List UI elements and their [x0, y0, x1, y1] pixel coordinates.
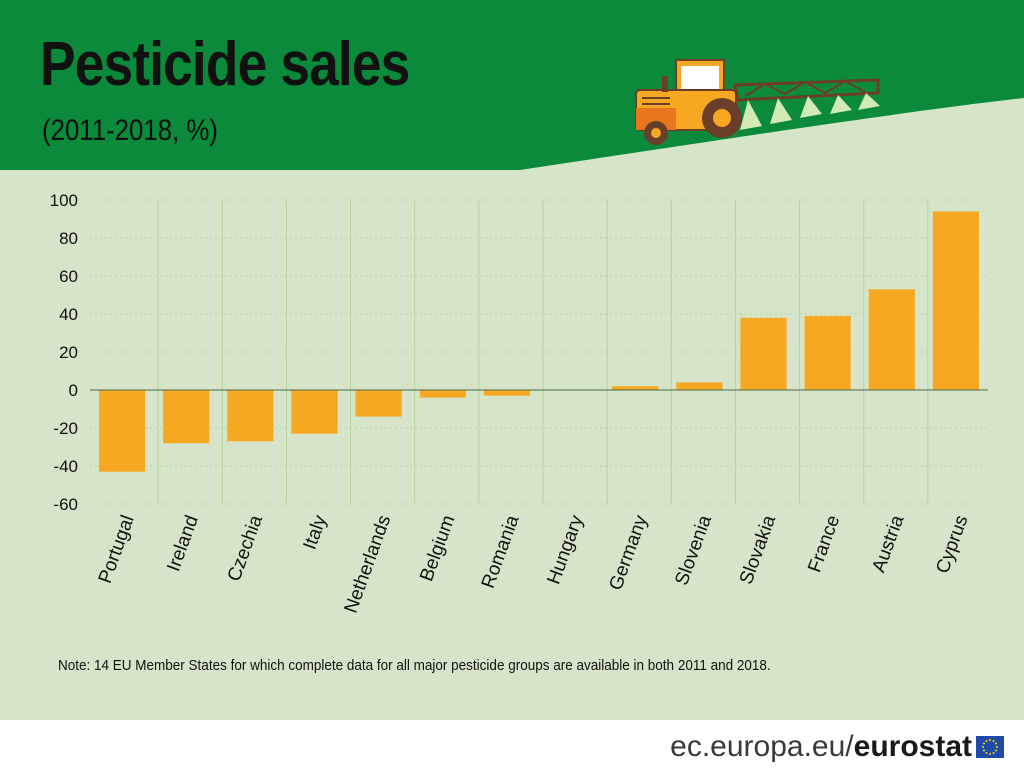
footer-brand: eurostat — [853, 730, 972, 763]
tractor-sprayer-icon — [635, 59, 880, 145]
footer-band — [0, 720, 1024, 773]
grid-layer — [90, 199, 988, 505]
y-tick-label: 80 — [59, 229, 78, 248]
x-tick-label: Portugal — [95, 513, 139, 587]
x-axis-labels: Portugal Ireland Czechia Italy Netherlands Be… — [95, 512, 973, 616]
x-tick-label: Czechia — [224, 512, 267, 584]
bars-layer — [90, 211, 988, 472]
footer-link[interactable]: ec.europa.eu/eurostat — [670, 730, 972, 764]
y-tick-label: 0 — [69, 381, 78, 400]
x-tick-label: France — [804, 513, 844, 576]
bar-slovakia — [740, 317, 787, 390]
x-tick-label: Slovenia — [671, 512, 716, 588]
bar-france — [804, 315, 851, 390]
x-tick-label: Hungary — [543, 512, 587, 587]
bar-ireland — [163, 390, 210, 444]
header-background — [0, 0, 1024, 170]
y-tick-label: 100 — [50, 191, 78, 210]
y-tick-label: -40 — [53, 457, 78, 476]
header-band — [0, 0, 1024, 170]
eu-flag-icon — [976, 736, 1004, 758]
bar-austria — [868, 289, 915, 390]
bar-germany — [612, 386, 659, 390]
bar-chart: 100 80 60 40 20 0 -20 -40 -60 Portugal Ireland Cze… — [50, 191, 988, 616]
x-tick-label: Germany — [605, 512, 652, 593]
bar-slovenia — [676, 382, 723, 390]
bar-czechia — [227, 390, 274, 442]
x-tick-label: Slovakia — [736, 512, 780, 587]
x-tick-label: Belgium — [416, 513, 459, 585]
chart-note: Note: 14 EU Member States for which comp… — [58, 657, 771, 674]
bar-belgium — [419, 390, 466, 398]
y-tick-label: -60 — [53, 495, 78, 514]
y-tick-label: 40 — [59, 305, 78, 324]
bar-italy — [291, 390, 338, 434]
x-tick-label: Austria — [869, 512, 909, 575]
bar-netherlands — [355, 390, 402, 417]
x-tick-label: Italy — [300, 512, 332, 552]
y-axis-ticks: 100 80 60 40 20 0 -20 -40 -60 — [50, 191, 78, 514]
x-tick-label: Cyprus — [932, 513, 972, 577]
x-tick-label: Netherlands — [341, 513, 396, 616]
x-tick-label: Romania — [478, 512, 524, 591]
page-title: Pesticide sales — [40, 30, 410, 99]
y-tick-label: 60 — [59, 267, 78, 286]
bar-cyprus — [932, 211, 980, 390]
bar-portugal — [98, 390, 146, 472]
y-tick-label: -20 — [53, 419, 78, 438]
page-subtitle: (2011-2018, %) — [42, 114, 218, 147]
x-tick-label: Ireland — [163, 513, 203, 575]
y-tick-label: 20 — [59, 343, 78, 362]
footer-url-prefix: ec.europa.eu/ — [670, 730, 854, 763]
bar-romania — [483, 390, 531, 396]
